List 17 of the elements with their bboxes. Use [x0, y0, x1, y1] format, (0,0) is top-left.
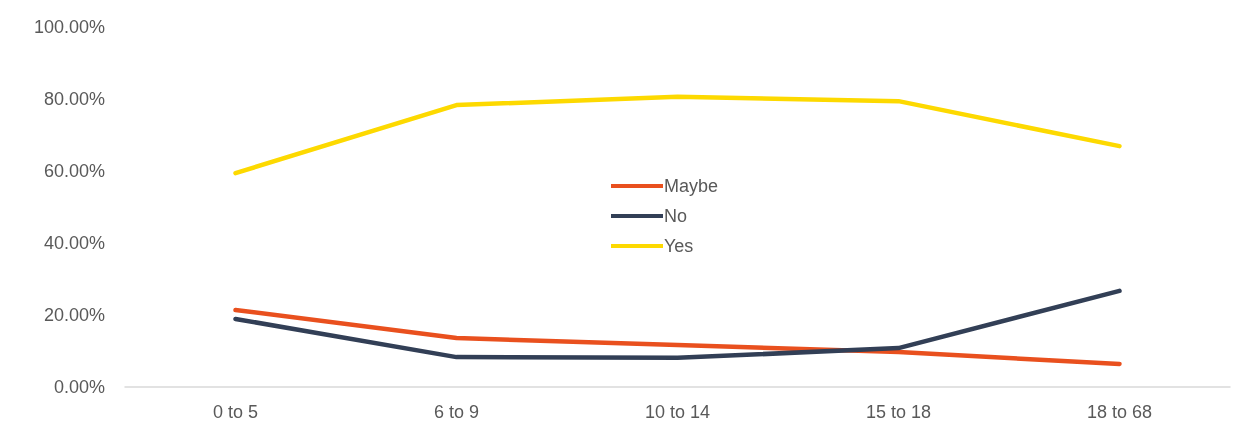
x-tick-label: 0 to 5 — [212, 402, 259, 422]
line-series — [233, 288, 1122, 361]
y-tick-label: 40.00% — [43, 233, 105, 253]
y-tick-label: 60.00% — [43, 161, 105, 181]
legend-label: No — [664, 206, 688, 226]
y-tick-label: 100.00% — [33, 17, 105, 37]
x-tick-label: 15 to 18 — [865, 402, 932, 422]
line-series — [233, 307, 1122, 367]
x-tick-label: 18 to 68 — [1086, 402, 1153, 422]
y-tick-label: 80.00% — [43, 89, 105, 109]
x-tick-label: 6 to 9 — [433, 402, 480, 422]
line-series — [233, 94, 1122, 176]
legend-label: Yes — [664, 236, 694, 256]
y-tick-label: 20.00% — [43, 305, 105, 325]
y-tick-label: 0.00% — [53, 377, 105, 397]
x-tick-label: 10 to 14 — [644, 402, 711, 422]
legend-label: Maybe — [664, 176, 719, 196]
